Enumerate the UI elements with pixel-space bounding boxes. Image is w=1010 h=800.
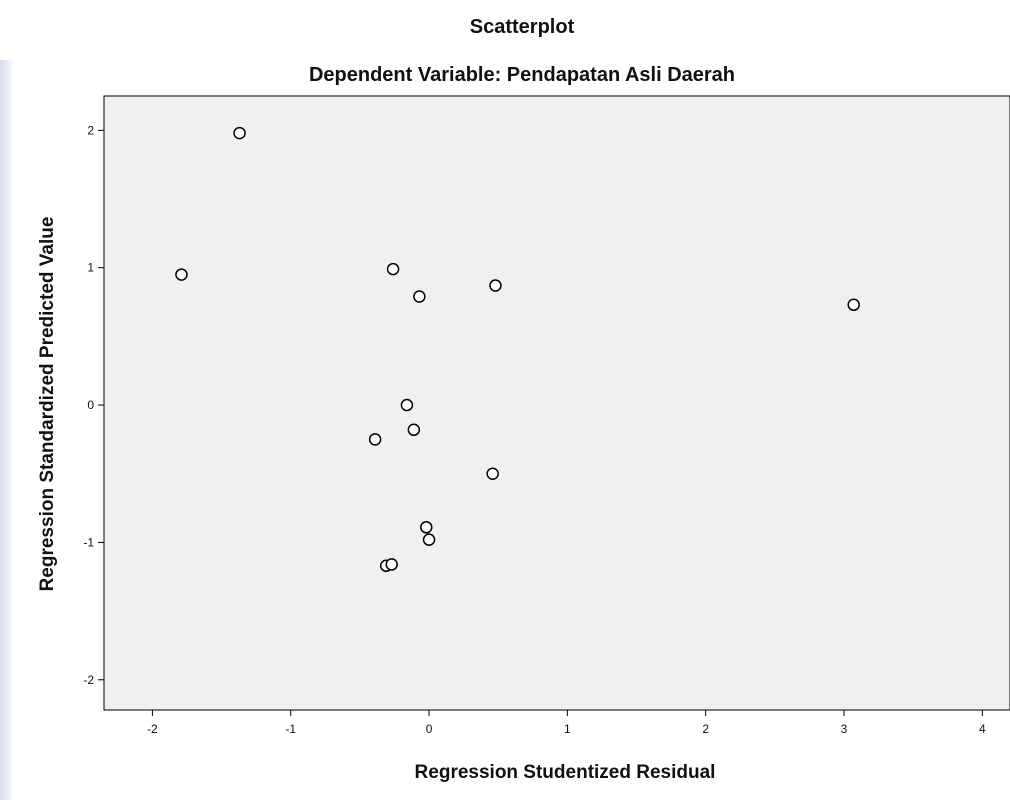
x-tick-label: -2	[147, 722, 158, 736]
scatter-point	[385, 558, 398, 571]
plot-area	[103, 95, 1010, 711]
x-tick-label: 4	[979, 722, 986, 736]
y-tick-label: 0	[87, 398, 94, 412]
x-axis-label: Regression Studentized Residual	[414, 762, 716, 783]
scatter-point	[407, 423, 421, 437]
x-tick-label: 3	[841, 722, 848, 736]
y-tick-label: 1	[87, 261, 94, 275]
scatter-point	[489, 279, 502, 292]
x-tick-label: 0	[426, 722, 433, 736]
chart-subtitle: Dependent Variable: Pendapatan Asli Daer…	[308, 64, 736, 86]
scatter-point	[486, 467, 499, 480]
scatter-point	[413, 290, 426, 303]
scatter-point	[420, 521, 433, 534]
y-axis: 2 1 0 -1 -2	[83, 123, 104, 687]
scatter-point	[400, 398, 414, 412]
y-tick-label: -2	[83, 673, 94, 687]
scatter-point	[233, 126, 246, 140]
scatter-point	[368, 433, 382, 446]
background-strip	[0, 60, 14, 800]
scatter-point	[175, 268, 188, 281]
x-tick-label: -1	[285, 722, 296, 736]
x-tick-label: 1	[564, 722, 571, 736]
y-tick-label: -1	[83, 535, 94, 549]
scatter-point	[422, 533, 436, 546]
chart-title: Scatterplot	[469, 16, 575, 38]
y-tick-label: 2	[87, 123, 94, 137]
x-tick-label: 2	[702, 722, 709, 736]
scatter-point	[386, 262, 400, 276]
data-points	[175, 126, 860, 573]
x-axis: -2 -1 0 1 2 3 4	[147, 710, 986, 736]
scatter-point	[847, 298, 860, 312]
